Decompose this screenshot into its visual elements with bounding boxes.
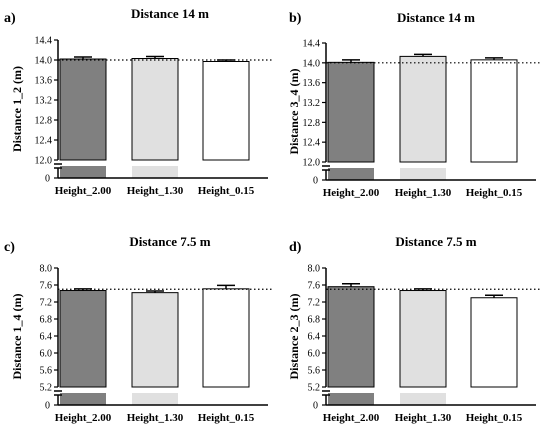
y-tick-label-zero: 0 [45,401,50,412]
y-axis-label: Distance 1_4 (m) [10,294,24,380]
x-category-label: Height_0.15 [466,187,523,199]
panel-label: a) [4,11,16,26]
bar-stub-3 [471,393,517,405]
y-tick-label: 6.8 [308,315,321,326]
bar-stub-3 [203,166,249,178]
bar-1 [327,61,375,163]
y-tick-label: 6.4 [308,332,321,343]
bar-stub-1 [60,166,106,178]
chart-title: Distance 7.5 m [395,234,476,249]
y-tick-label-zero: 0 [45,174,50,185]
x-category-label: Height_0.15 [198,412,255,424]
y-axis-label: Distance 2_3 (m) [287,294,301,380]
y-tick-label: 12.0 [35,156,53,167]
y-tick-label-zero: 0 [313,401,318,412]
y-tick-label: 14.4 [303,39,321,50]
y-tick-label: 12.0 [303,158,321,169]
y-tick-label: 7.2 [40,298,53,309]
bar-stub-2 [400,168,446,180]
y-tick-label: 14.0 [303,58,321,69]
chart-panel-3: c) Distance 7.5 m Distance 1_4 (m) 5.2 5.6 6.… [4,234,272,424]
y-tick-label: 7.6 [40,281,53,292]
panel-label: d) [289,240,302,255]
panel-label: b) [289,11,302,26]
x-category-label: Height_2.00 [55,185,112,197]
bar-stub-3 [203,393,249,405]
x-category-label: Height_2.00 [55,412,112,424]
bar-3 [202,288,250,388]
y-tick-label: 5.2 [40,383,53,394]
x-category-label: Height_1.30 [127,412,184,424]
chart-panel-4: d) Distance 7.5 m Distance 2_3 (m) 5.2 5.6 6.… [287,234,540,424]
chart-title: Distance 14 m [131,6,209,21]
y-tick-label: 6.4 [40,332,53,343]
y-tick-label: 13.2 [303,98,321,109]
y-tick-label: 14.0 [35,56,53,67]
x-category-label: Height_0.15 [466,412,523,424]
y-tick-label: 7.2 [308,298,321,309]
bar-stub-2 [132,393,178,405]
y-tick-label: 13.6 [35,76,53,87]
y-tick-label-zero: 0 [313,176,318,187]
chart-panel-2: b) Distance 14 m Distance 3_4 (m)12.0 12.4 1… [287,10,540,199]
bar-stub-2 [132,166,178,178]
y-tick-label: 12.8 [303,118,321,129]
bar-3 [202,61,250,161]
x-category-label: Height_1.30 [127,185,184,197]
y-tick-label: 5.2 [308,383,321,394]
y-tick-label: 7.6 [308,281,321,292]
bar-stub-3 [471,168,517,180]
y-tick-label: 6.0 [308,349,321,360]
y-tick-label: 5.6 [40,366,53,377]
y-tick-label: 12.4 [303,138,321,149]
y-tick-label: 13.2 [35,96,53,107]
y-tick-label: 8.0 [308,264,321,275]
x-category-label: Height_2.00 [323,187,380,199]
bar-stub-1 [328,393,374,405]
bar-1 [327,286,375,388]
y-tick-label: 12.8 [35,116,53,127]
y-tick-label: 8.0 [40,264,53,275]
y-axis-label: Distance 1_2 (m) [10,66,24,152]
y-tick-label: 14.4 [35,36,53,47]
x-category-label: Height_1.30 [395,187,452,199]
x-category-label: Height_0.15 [198,185,255,197]
x-category-label: Height_1.30 [395,412,452,424]
bar-stub-2 [400,393,446,405]
x-category-label: Height_2.00 [323,412,380,424]
bar-3 [470,297,518,388]
y-tick-label: 6.8 [40,315,53,326]
chart-title: Distance 7.5 m [129,234,210,249]
y-tick-label: 12.4 [35,136,53,147]
panel-label: c) [4,240,15,255]
y-axis-label: Distance 3_4 (m) [287,69,301,155]
chart-title: Distance 14 m [397,10,475,25]
bar-stub-1 [60,393,106,405]
bar-1 [59,58,107,161]
y-tick-label: 5.6 [308,366,321,377]
bar-1 [59,290,107,388]
bar-2 [131,58,179,161]
y-tick-label: 13.6 [303,78,321,89]
y-tick-label: 6.0 [40,349,53,360]
bar-3 [470,59,518,163]
bar-2 [131,292,179,388]
chart-panel-1: a) Distance 14 m Distance 1_2 (m) 12.0 12.4 1… [4,6,272,197]
bar-2 [399,290,447,388]
bar-stub-1 [328,168,374,180]
bar-2 [399,55,447,163]
